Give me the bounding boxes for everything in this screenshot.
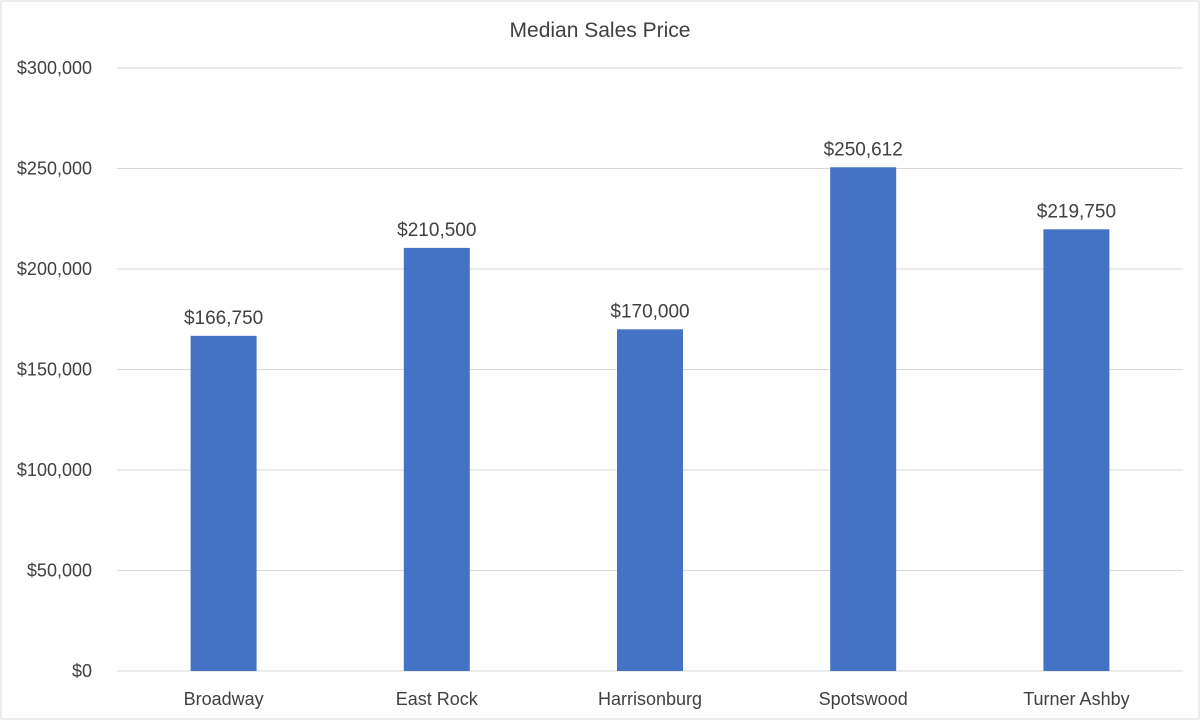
data-label: $250,612 <box>824 139 903 160</box>
bar <box>403 247 470 671</box>
bar <box>830 167 897 671</box>
y-tick-label: $150,000 <box>17 360 92 380</box>
data-label: $219,750 <box>1037 201 1116 222</box>
chart-title: Median Sales Price <box>510 19 691 42</box>
y-tick-label: $50,000 <box>27 561 92 581</box>
x-tick-label: Turner Ashby <box>1023 689 1129 709</box>
y-tick-label: $100,000 <box>17 460 92 480</box>
x-tick-label: East Rock <box>396 689 479 709</box>
bars <box>190 167 1110 672</box>
x-tick-label: Harrisonburg <box>598 689 702 709</box>
y-tick-label: $0 <box>72 661 92 681</box>
bar <box>617 329 683 671</box>
x-tick-label: Broadway <box>184 689 264 709</box>
data-label: $170,000 <box>610 301 689 322</box>
bar <box>190 335 257 671</box>
y-tick-label: $250,000 <box>17 159 92 179</box>
data-label: $166,750 <box>184 308 263 329</box>
y-axis-tick-labels: $0 $50,000 $100,000 $150,000 $200,000 $250,00… <box>17 58 92 681</box>
data-label: $210,500 <box>397 220 476 241</box>
bar <box>1043 229 1110 672</box>
y-tick-label: $300,000 <box>17 58 92 78</box>
data-labels: $166,750 $210,500 $170,000 $250,612 $219,750 <box>184 139 1116 329</box>
y-tick-label: $200,000 <box>17 259 92 279</box>
x-tick-label: Spotswood <box>819 689 908 709</box>
x-axis-tick-labels: Broadway East Rock Harrisonburg Spotswood Tu… <box>184 689 1130 709</box>
